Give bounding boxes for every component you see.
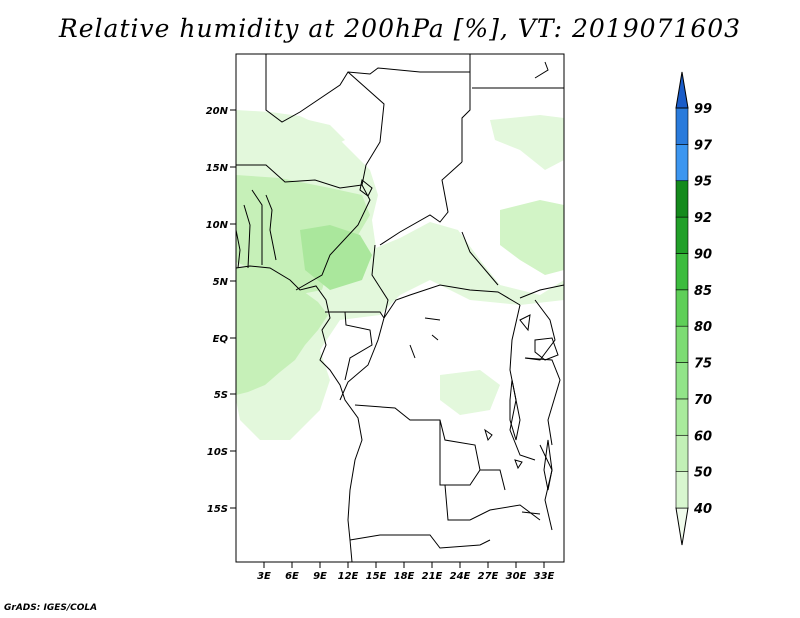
border-sudan-ssudan (461, 231, 499, 286)
colorbar-top-arrow (675, 71, 689, 109)
colorbar-segment (675, 180, 689, 218)
colorbar-segment (675, 253, 689, 291)
border-ethiopia (519, 284, 565, 299)
river-lakes-central (409, 317, 441, 359)
humidity-area-coast (236, 264, 328, 395)
lat-ticks (230, 109, 236, 509)
border-uganda-kenya (524, 299, 556, 361)
lat-label-20n: 20N (206, 106, 229, 117)
lat-label-15s: 15S (207, 504, 228, 515)
humidity-area-cameroon (300, 225, 372, 290)
border-niger-nigeria (236, 164, 363, 189)
border-car-drc (383, 284, 521, 319)
lat-label-5s: 5S (214, 390, 228, 401)
coastline-red-sea (534, 61, 549, 79)
lake-tanganyika (509, 379, 521, 441)
border-angola-namibia (349, 534, 491, 549)
lon-label-3e: 3E (257, 571, 271, 582)
colorbar-label-97: 97 (694, 138, 713, 153)
colorbar-label-80: 80 (694, 320, 712, 335)
lake-kariba (521, 511, 541, 515)
colorbar-segment (675, 144, 689, 182)
colorbar-segment (675, 398, 689, 436)
border-congo-drc (339, 317, 385, 401)
colorbar-label-92: 92 (694, 211, 712, 226)
colorbar-label-70: 70 (694, 393, 712, 408)
colorbar-segment (675, 107, 689, 145)
lake-albert (519, 314, 531, 332)
lon-label-15e: 15E (366, 571, 387, 582)
lon-label-33e: 33E (534, 571, 555, 582)
lon-label-12e: 12E (338, 571, 359, 582)
lake-malawi (543, 439, 553, 491)
country-borders (236, 54, 565, 549)
humidity-area-east-2 (500, 200, 564, 275)
humidity-shading (236, 110, 564, 440)
border-chad-sudan (379, 161, 463, 246)
lat-label-eq: EQ (213, 334, 229, 345)
lon-label-27e: 27E (478, 571, 499, 582)
border-libya-egypt (461, 54, 471, 162)
lon-label-21e: 21E (422, 571, 443, 582)
lake-chad (359, 179, 373, 197)
border-tanzania (524, 357, 561, 446)
lon-label-9e: 9E (313, 571, 327, 582)
colorbar-segment (675, 216, 689, 254)
lon-ticks (263, 562, 545, 568)
colorbar-segment (675, 471, 689, 509)
colorbar-label-99: 99 (694, 102, 712, 117)
border-zambia-south (444, 484, 541, 521)
lon-label-24e: 24E (450, 571, 471, 582)
colorbar-label-50: 50 (694, 466, 712, 481)
border-togo (265, 194, 277, 261)
humidity-area-north-band (236, 110, 345, 155)
border-benin (251, 189, 263, 265)
border-cameroon-car (371, 244, 389, 319)
lon-label-6e: 6E (285, 571, 299, 582)
map-title: Relative humidity at 200hPa [%], VT: 201… (58, 14, 742, 43)
border-eq-guinea (325, 311, 385, 319)
coastlines (235, 61, 559, 563)
coastline-west (235, 229, 241, 269)
border-benin-2 (243, 204, 251, 269)
humidity-area-east (490, 115, 564, 170)
colorbar: 40 50 60 70 75 80 85 90 92 95 97 99 (675, 71, 713, 546)
lat-label-15n: 15N (206, 163, 229, 174)
map-plot: 20N 15N 10N 5N EQ 5S 10S 15S 3E 6E 9E (206, 53, 565, 582)
colorbar-label-75: 75 (694, 357, 712, 372)
lon-label-30e: 30E (506, 571, 527, 582)
colorbar-segment (675, 362, 689, 400)
border-nigeria-cameroon (295, 184, 371, 291)
footer-credit: GrADS: IGES/COLA (4, 603, 98, 613)
lat-label-10s: 10S (207, 447, 228, 458)
map-frame (235, 53, 565, 563)
colorbar-segment (675, 434, 689, 472)
lake-victoria (534, 337, 559, 361)
colorbar-label-40: 40 (693, 502, 712, 517)
colorbar-segment (675, 289, 689, 327)
border-angola-zambia (439, 420, 506, 491)
lat-labels: 20N 15N 10N 5N EQ 5S 10S 15S (206, 106, 229, 515)
colorbar-label-90: 90 (694, 247, 712, 262)
coastline-gulf-guinea (235, 265, 363, 563)
humidity-area-central (440, 370, 500, 415)
lake-mweru (514, 459, 523, 470)
colorbar-segment (675, 325, 689, 363)
lon-label-18e: 18E (394, 571, 415, 582)
lat-label-5n: 5N (213, 277, 229, 288)
border-chad-libya (347, 71, 385, 186)
lat-label-10n: 10N (206, 220, 229, 231)
lon-labels: 3E 6E 9E 12E 15E 18E 21E 24E 27E 30E 33E (257, 571, 554, 582)
colorbar-label-95: 95 (694, 175, 712, 190)
colorbar-label-60: 60 (694, 429, 712, 444)
colorbar-bottom-arrow (675, 507, 689, 546)
lake-bangweulu (484, 428, 493, 442)
colorbar-label-85: 85 (694, 284, 712, 299)
